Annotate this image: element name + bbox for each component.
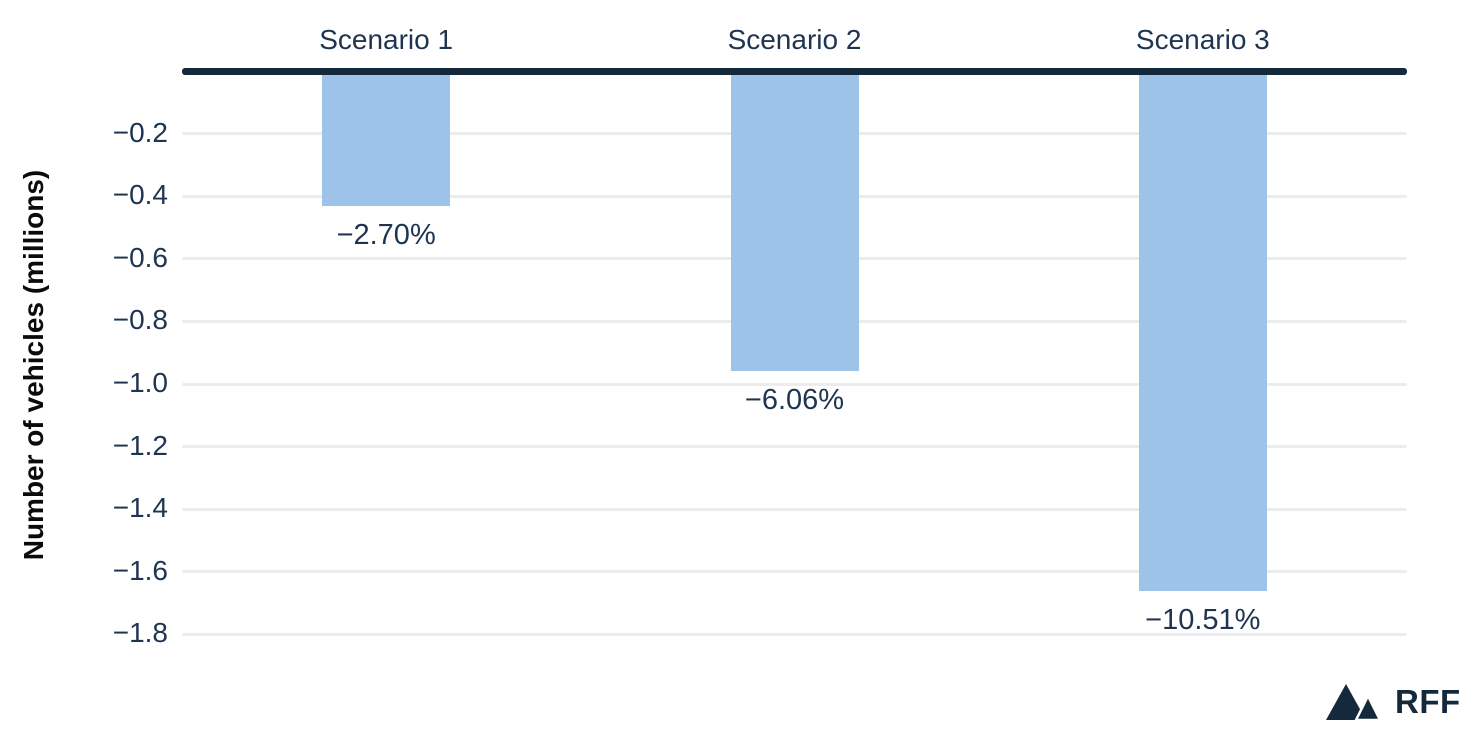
gridline <box>182 632 1407 636</box>
rff-logo-text: RFF <box>1395 682 1461 720</box>
y-tick-label: −1.8 <box>112 617 168 649</box>
gridline <box>182 382 1407 386</box>
y-tick-label: −0.8 <box>112 304 168 336</box>
bar-value-label: −10.51% <box>1145 603 1261 636</box>
y-tick-label: −1.0 <box>112 367 168 398</box>
y-tick-label: −0.2 <box>112 116 168 148</box>
bar <box>730 75 859 372</box>
category-label: Scenario 1 <box>319 24 454 55</box>
gridline <box>182 445 1407 449</box>
bar-value-label: −2.70% <box>336 218 436 251</box>
bar-value-label: −6.06% <box>744 384 845 417</box>
category-label: Scenario 3 <box>1135 24 1270 55</box>
bar <box>1138 75 1267 591</box>
zero-axis-line <box>182 68 1407 75</box>
y-tick-label: −1.6 <box>112 554 168 586</box>
gridline <box>182 570 1407 574</box>
rff-logo: RFF <box>1326 682 1461 720</box>
y-tick-label: −1.4 <box>112 492 168 524</box>
gridline <box>182 507 1407 511</box>
category-label: Scenario 2 <box>727 24 862 55</box>
y-tick-label: −0.4 <box>112 179 168 211</box>
rff-mountains-icon <box>1326 684 1382 720</box>
y-tick-label: −0.6 <box>112 241 168 273</box>
y-tick-label: −1.2 <box>112 429 168 461</box>
bar <box>322 75 451 206</box>
